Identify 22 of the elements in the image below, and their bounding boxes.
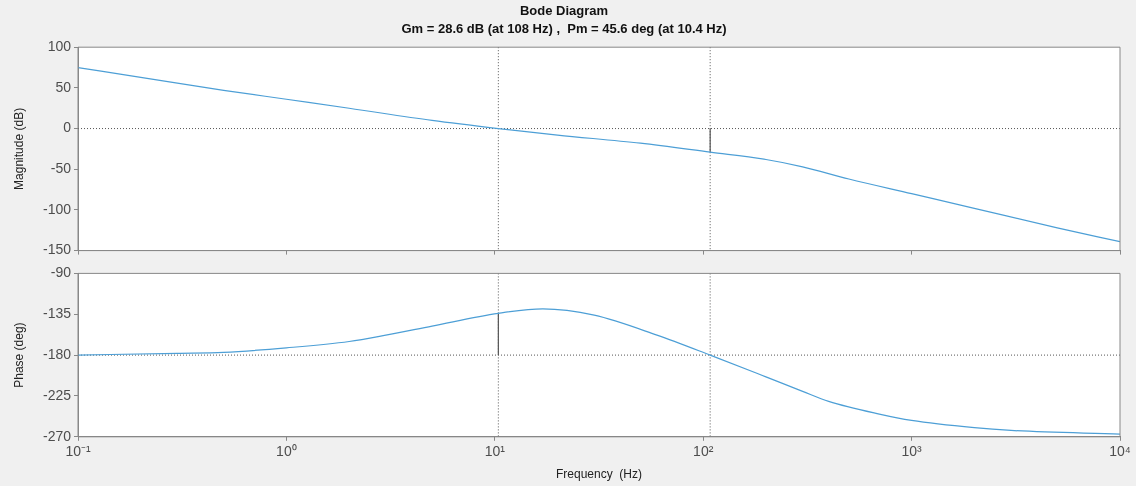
y-tick-label: -180 xyxy=(42,345,72,362)
y-tick-label: -135 xyxy=(42,305,72,322)
chart-title: Bode Diagram xyxy=(519,3,609,19)
chart-subtitle: Gm = 28.6 dB (at 108 Hz) , Pm = 45.6 deg (at 10.4 Hz) xyxy=(401,20,727,36)
x-tick-label: 10⁻¹ xyxy=(65,443,91,460)
x-tick-label: 10⁴ xyxy=(1109,443,1131,460)
x-tick-label: 10⁰ xyxy=(276,443,297,460)
y-tick-label: -100 xyxy=(42,200,72,217)
x-axis-title: Frequency (Hz) xyxy=(555,467,643,482)
y-tick-label: 0 xyxy=(63,119,72,136)
y-tick-label: 50 xyxy=(55,78,72,95)
y-tick-label: -50 xyxy=(50,160,72,177)
y-axis-title: Magnitude (dB) xyxy=(11,107,26,190)
y-tick-label: -90 xyxy=(50,264,72,281)
x-tick-label: 10² xyxy=(693,443,714,460)
y-tick-label: -150 xyxy=(42,241,72,258)
y-tick-label: -225 xyxy=(42,386,72,403)
y-tick-label: -270 xyxy=(42,427,72,444)
x-tick-label: 10³ xyxy=(901,443,923,460)
y-tick-label: 100 xyxy=(47,38,72,55)
y-axis-title: Phase (deg) xyxy=(11,322,26,388)
x-tick-label: 10¹ xyxy=(484,443,506,460)
